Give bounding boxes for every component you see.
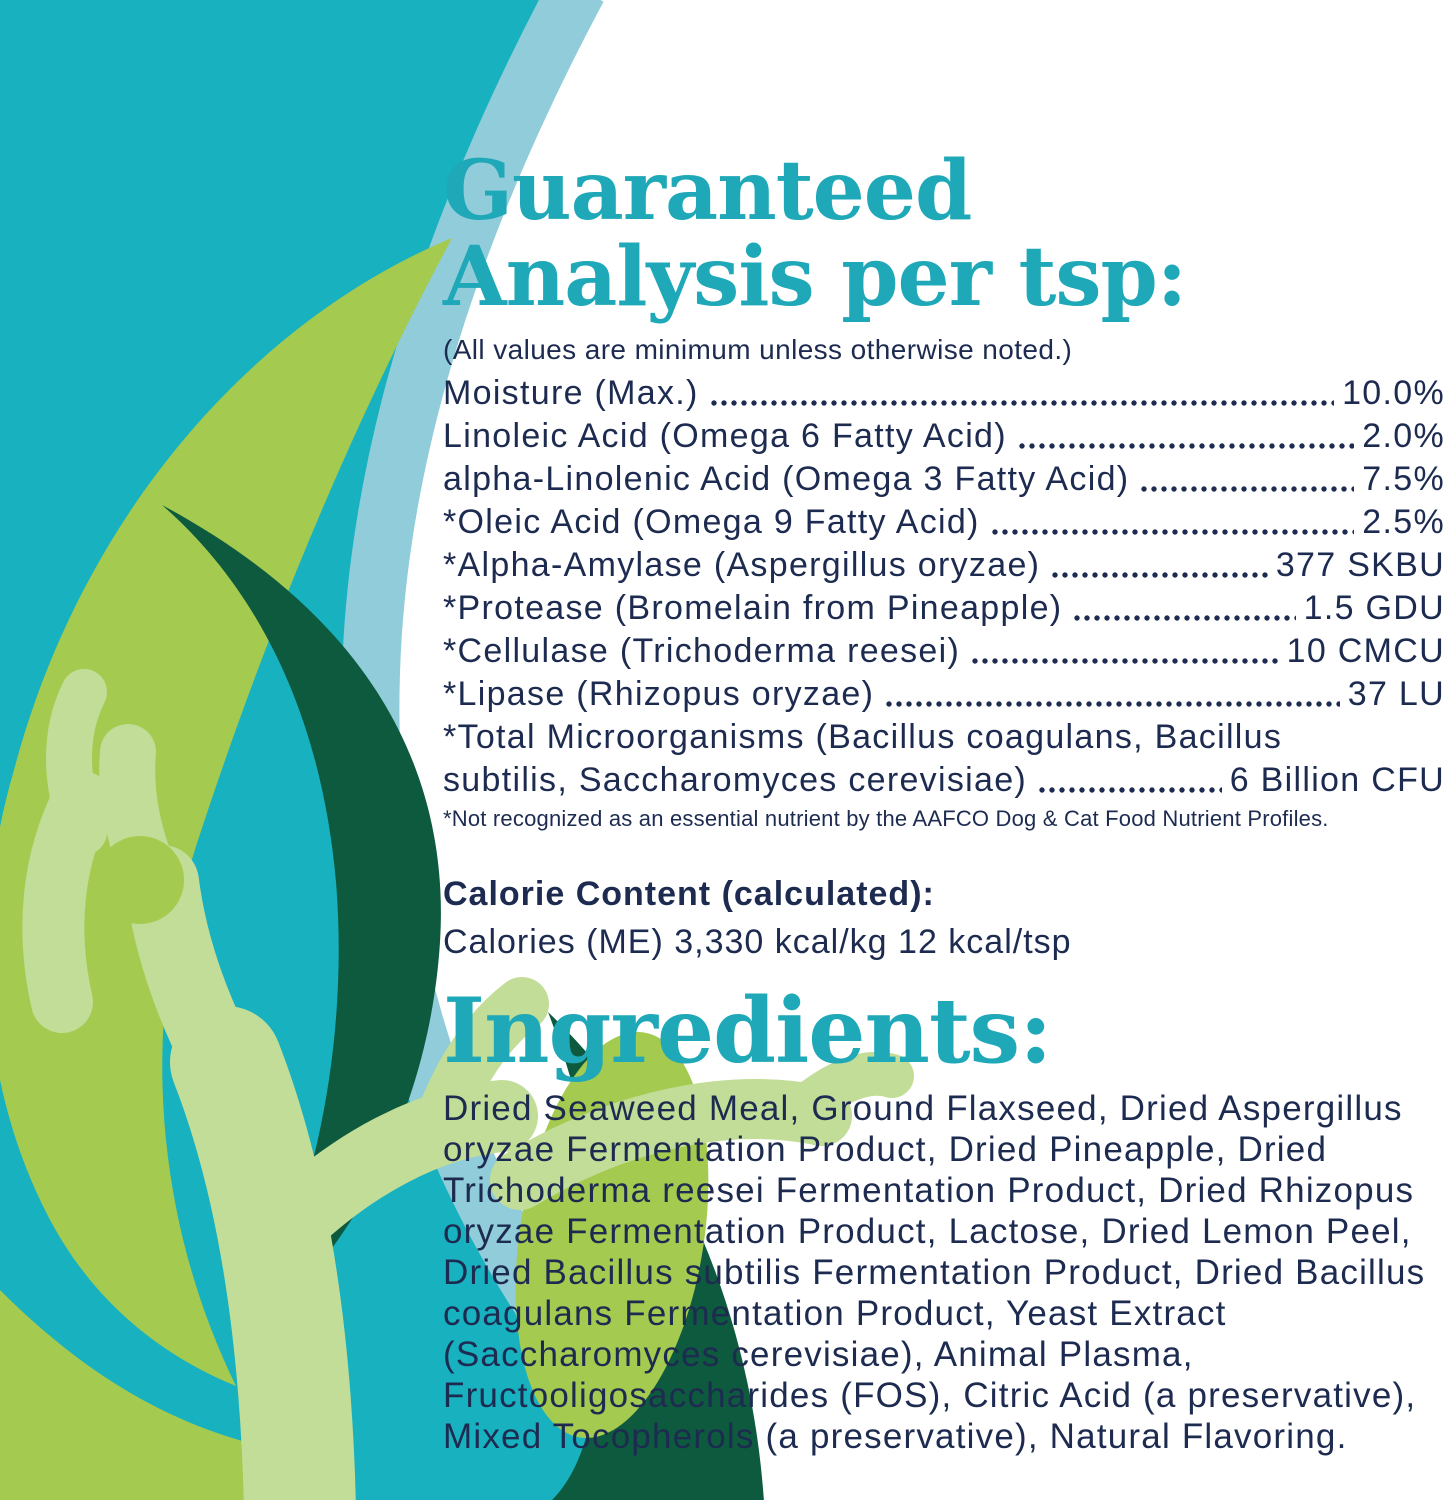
analysis-row-value: 1.5 GDU: [1303, 589, 1445, 627]
analysis-row-label: Moisture (Max.): [443, 374, 699, 412]
analysis-row-value: 7.5%: [1362, 460, 1445, 498]
label-text-column: Guaranteed Analysis per tsp: (All values…: [443, 0, 1445, 1457]
kelp-leaf-lime-crescent: [0, 238, 452, 1386]
analysis-row-label: *Cellulase (Trichoderma reesei): [443, 632, 961, 670]
analysis-row-value: 377 SKBU: [1275, 546, 1445, 584]
dotted-leader: [1141, 486, 1355, 492]
ingredients-heading: Ingredients:: [443, 978, 1052, 1084]
analysis-row: Linoleic Acid (Omega 6 Fatty Acid) 2.0%: [443, 415, 1445, 458]
analysis-rows: Moisture (Max.) 10.0% Linoleic Acid (Ome…: [443, 372, 1445, 716]
dotted-leader: [991, 529, 1355, 535]
dotted-leader: [972, 658, 1279, 664]
dotted-leader: [710, 400, 1335, 406]
calorie-content-heading: Calorie Content (calculated):: [443, 875, 935, 913]
analysis-row-value: 10 CMCU: [1286, 632, 1445, 670]
analysis-row: *Protease (Bromelain from Pineapple) 1.5…: [443, 587, 1445, 630]
analysis-row-value: 2.0%: [1362, 417, 1445, 455]
analysis-row: *Oleic Acid (Omega 9 Fatty Acid) 2.5%: [443, 501, 1445, 544]
analysis-row-total-microorganisms: *Total Microorganisms (Bacillus coagulan…: [443, 716, 1445, 802]
analysis-row: *Alpha-Amylase (Aspergillus oryzae) 377 …: [443, 544, 1445, 587]
analysis-row-value: 10.0%: [1342, 374, 1445, 412]
dotted-leader: [1052, 572, 1268, 578]
guaranteed-analysis-heading: Guaranteed Analysis per tsp:: [443, 148, 1445, 320]
analysis-subtitle: (All values are minimum unless otherwise…: [443, 334, 1073, 365]
analysis-row-label: *Alpha-Amylase (Aspergillus oryzae): [443, 546, 1041, 584]
analysis-row: alpha-Linolenic Acid (Omega 3 Fatty Acid…: [443, 458, 1445, 501]
analysis-row-label: *Protease (Bromelain from Pineapple): [443, 589, 1063, 627]
analysis-row: *Cellulase (Trichoderma reesei) 10 CMCU: [443, 630, 1445, 673]
total-microorganisms-line1: *Total Microorganisms (Bacillus coagulan…: [443, 718, 1283, 756]
analysis-row-label: subtilis, Saccharomyces cerevisiae): [443, 761, 1028, 799]
analysis-row-label: alpha-Linolenic Acid (Omega 3 Fatty Acid…: [443, 460, 1130, 498]
lime-bottom-corner-shape: [0, 1290, 310, 1500]
dotted-leader: [886, 701, 1340, 707]
analysis-row-label: *Lipase (Rhizopus oryzae): [443, 675, 875, 713]
analysis-row-value: 2.5%: [1362, 503, 1445, 541]
calorie-content-line: Calories (ME) 3,330 kcal/kg 12 kcal/tsp: [443, 923, 1072, 961]
heading-line-1: Guaranteed: [443, 143, 972, 239]
teal-swoosh-shape: [0, 0, 705, 1500]
analysis-row-label: *Oleic Acid (Omega 9 Fatty Acid): [443, 503, 980, 541]
dotted-leader: [1018, 443, 1355, 449]
lime-dot-accent: [96, 836, 184, 924]
total-microorganisms-line2: subtilis, Saccharomyces cerevisiae) 6 Bi…: [443, 759, 1445, 802]
dotted-leader: [1074, 615, 1296, 621]
aafco-footnote: *Not recognized as an essential nutrient…: [443, 806, 1329, 831]
analysis-row-label: Linoleic Acid (Omega 6 Fatty Acid): [443, 417, 1007, 455]
dotted-leader: [1039, 787, 1222, 793]
analysis-row: Moisture (Max.) 10.0%: [443, 372, 1445, 415]
analysis-row-value: 37 LU: [1347, 675, 1445, 713]
heading-line-2: Analysis per tsp:: [443, 229, 1187, 325]
analysis-row-value: 6 Billion CFU: [1229, 761, 1445, 799]
ingredients-text: Dried Seaweed Meal, Ground Flaxseed, Dri…: [443, 1089, 1426, 1456]
analysis-row: *Lipase (Rhizopus oryzae) 37 LU: [443, 673, 1445, 716]
